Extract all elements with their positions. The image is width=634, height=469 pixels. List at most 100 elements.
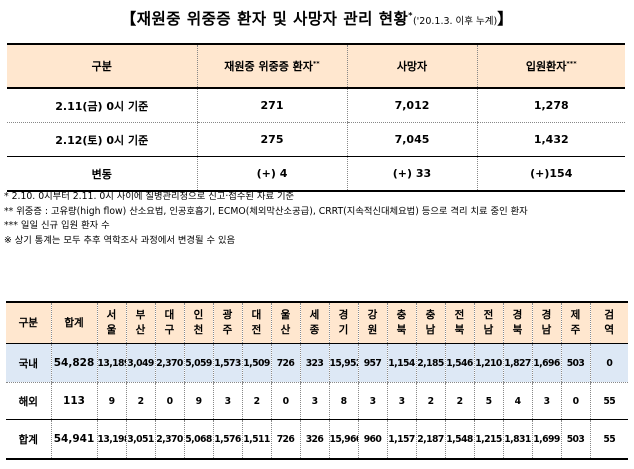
region-value-cell: 3 bbox=[386, 382, 416, 420]
region-header-cell: 제 주 bbox=[560, 301, 590, 344]
region-value-cell: 2,370 bbox=[154, 343, 184, 383]
region-value-cell: 0 bbox=[589, 343, 628, 383]
region-header-cell: 경 기 bbox=[328, 301, 358, 344]
region-value-cell: 0 bbox=[270, 382, 300, 420]
region-header-cell: 세 종 bbox=[299, 301, 329, 344]
region-value-cell: 1,831 bbox=[502, 419, 532, 460]
summary-hospitalized-value: 1,278 bbox=[476, 88, 625, 123]
region-value-cell: 1,576 bbox=[212, 419, 242, 460]
region-value-cell: 3,051 bbox=[125, 419, 155, 460]
region-value-cell: 3,049 bbox=[125, 343, 155, 383]
region-header-cell: 울 산 bbox=[270, 301, 300, 344]
summary-hospitalized-value: (+)154 bbox=[476, 156, 625, 192]
region-row-overseas: 해외 113 9 2 0 9 3 2 0 3 8 3 3 2 2 5 4 3 0 55 bbox=[6, 382, 628, 420]
region-value-cell: 8 bbox=[328, 382, 358, 420]
region-value-cell: 1,827 bbox=[502, 343, 532, 383]
summary-critical-value: 275 bbox=[196, 122, 347, 157]
summary-row: 2.11(금) 0시 기준 271 7,012 1,278 bbox=[7, 88, 625, 123]
region-value-cell: 1,696 bbox=[531, 343, 561, 383]
title-main: 【재원중 위중증 환자 및 사망자 관리 현황 bbox=[120, 10, 409, 28]
region-value-cell: 0 bbox=[560, 382, 590, 420]
footnote-line: ※ 상기 통계는 모두 추후 역학조사 과정에서 변경될 수 있음 bbox=[4, 234, 236, 246]
summary-row-label: 2.12(토) 0시 기준 bbox=[7, 122, 197, 157]
summary-header-row: 구분 재원중 위중증 환자** 사망자 입원환자*** bbox=[7, 43, 625, 89]
summary-row-label: 2.11(금) 0시 기준 bbox=[7, 88, 197, 123]
region-value-cell: 1,546 bbox=[444, 343, 474, 383]
region-value-cell: 0 bbox=[154, 382, 184, 420]
summary-header-hospitalized-label: 입원환자 bbox=[525, 60, 567, 73]
region-value-cell: 326 bbox=[299, 419, 329, 460]
region-value-cell: 323 bbox=[299, 343, 329, 383]
region-value-cell: 960 bbox=[357, 419, 387, 460]
summary-deaths-value: 7,012 bbox=[346, 88, 477, 123]
region-row-label: 국내 bbox=[6, 343, 51, 383]
region-value-cell: 9 bbox=[183, 382, 213, 420]
title-footnote-marker: * bbox=[408, 10, 413, 20]
summary-table: 구분 재원중 위중증 환자** 사망자 입원환자*** 2.11(금) 0시 기… bbox=[7, 43, 625, 192]
region-value-cell: 5 bbox=[473, 382, 503, 420]
summary-change-row: 변동 (+) 4 (+) 33 (+)154 bbox=[7, 156, 625, 192]
region-header-cell: 광 주 bbox=[212, 301, 242, 344]
footnote-line: * 2.10. 0시부터 2.11. 0시 사이에 질병관리청으로 신고·접수된… bbox=[4, 191, 295, 202]
summary-deaths-value: (+) 33 bbox=[346, 156, 477, 192]
summary-header-critical: 재원중 위중증 환자** bbox=[196, 43, 347, 89]
region-value-cell: 957 bbox=[357, 343, 387, 383]
page-title: 【재원중 위중증 환자 및 사망자 관리 현황*('20.1.3. 이후 누계)… bbox=[0, 7, 634, 29]
summary-header-hospitalized-marker: *** bbox=[566, 59, 577, 68]
region-value-cell: 1,215 bbox=[473, 419, 503, 460]
region-value-cell: 2 bbox=[241, 382, 271, 420]
region-value-cell: 1,210 bbox=[473, 343, 503, 383]
region-value-cell: 15,960 bbox=[328, 419, 358, 460]
region-value-cell: 3 bbox=[299, 382, 329, 420]
region-value-cell: 3 bbox=[212, 382, 242, 420]
region-row-label: 합계 bbox=[6, 419, 51, 460]
footnotes: * 2.10. 0시부터 2.11. 0시 사이에 질병관리청으로 신고·접수된… bbox=[4, 190, 528, 248]
region-value-cell: 9 bbox=[96, 382, 126, 420]
summary-header-category: 구분 bbox=[7, 43, 197, 89]
region-header-cell: 경 북 bbox=[502, 301, 532, 344]
summary-header-deaths: 사망자 bbox=[346, 43, 477, 89]
region-value-cell: 2,187 bbox=[415, 419, 445, 460]
region-value-cell: 15,952 bbox=[328, 343, 358, 383]
region-value-cell: 1,573 bbox=[212, 343, 242, 383]
region-header-cell: 부 산 bbox=[125, 301, 155, 344]
region-value-cell: 2,370 bbox=[154, 419, 184, 460]
summary-hospitalized-value: 1,432 bbox=[476, 122, 625, 157]
region-value-cell: 3 bbox=[357, 382, 387, 420]
region-value-cell: 1,154 bbox=[386, 343, 416, 383]
region-value-cell: 1,509 bbox=[241, 343, 271, 383]
region-value-cell: 2,185 bbox=[415, 343, 445, 383]
summary-row: 2.12(토) 0시 기준 275 7,045 1,432 bbox=[7, 122, 625, 157]
region-value-cell: 13,198 bbox=[96, 419, 126, 460]
region-header-cell: 구분 bbox=[6, 301, 51, 344]
region-value-cell: 1,511 bbox=[241, 419, 271, 460]
region-value-cell: 503 bbox=[560, 343, 590, 383]
region-value-cell: 5,068 bbox=[183, 419, 213, 460]
region-header-cell: 전 북 bbox=[444, 301, 474, 344]
region-value-cell: 503 bbox=[560, 419, 590, 460]
summary-header-critical-label: 재원중 위중증 환자 bbox=[224, 60, 313, 73]
region-value-cell: 2 bbox=[125, 382, 155, 420]
region-header-cell: 충 북 bbox=[386, 301, 416, 344]
region-value-cell: 4 bbox=[502, 382, 532, 420]
region-header-cell: 전 남 bbox=[473, 301, 503, 344]
region-value-cell: 5,059 bbox=[183, 343, 213, 383]
summary-critical-value: (+) 4 bbox=[196, 156, 347, 192]
region-value-cell: 1,699 bbox=[531, 419, 561, 460]
summary-critical-value: 271 bbox=[196, 88, 347, 123]
region-header-cell: 합계 bbox=[50, 301, 97, 344]
footnote-line: *** 일일 신규 입원 환자 수 bbox=[4, 220, 110, 231]
region-value-cell: 55 bbox=[589, 419, 628, 460]
region-value-cell: 3 bbox=[531, 382, 561, 420]
footnote-line: ** 위중증 : 고유량(high flow) 산소요법, 인공호흡기, ECM… bbox=[4, 205, 528, 217]
region-value-cell: 2 bbox=[415, 382, 445, 420]
region-header-cell: 충 남 bbox=[415, 301, 445, 344]
region-total-cell: 54,941 bbox=[50, 419, 97, 460]
region-total-cell: 113 bbox=[50, 382, 97, 420]
summary-header-critical-marker: ** bbox=[312, 59, 320, 68]
region-header-cell: 대 구 bbox=[154, 301, 184, 344]
region-row-domestic: 국내54,82813,1893,0492,3705,0591,5731,5097… bbox=[6, 343, 628, 383]
summary-header-hospitalized: 입원환자*** bbox=[476, 43, 625, 89]
